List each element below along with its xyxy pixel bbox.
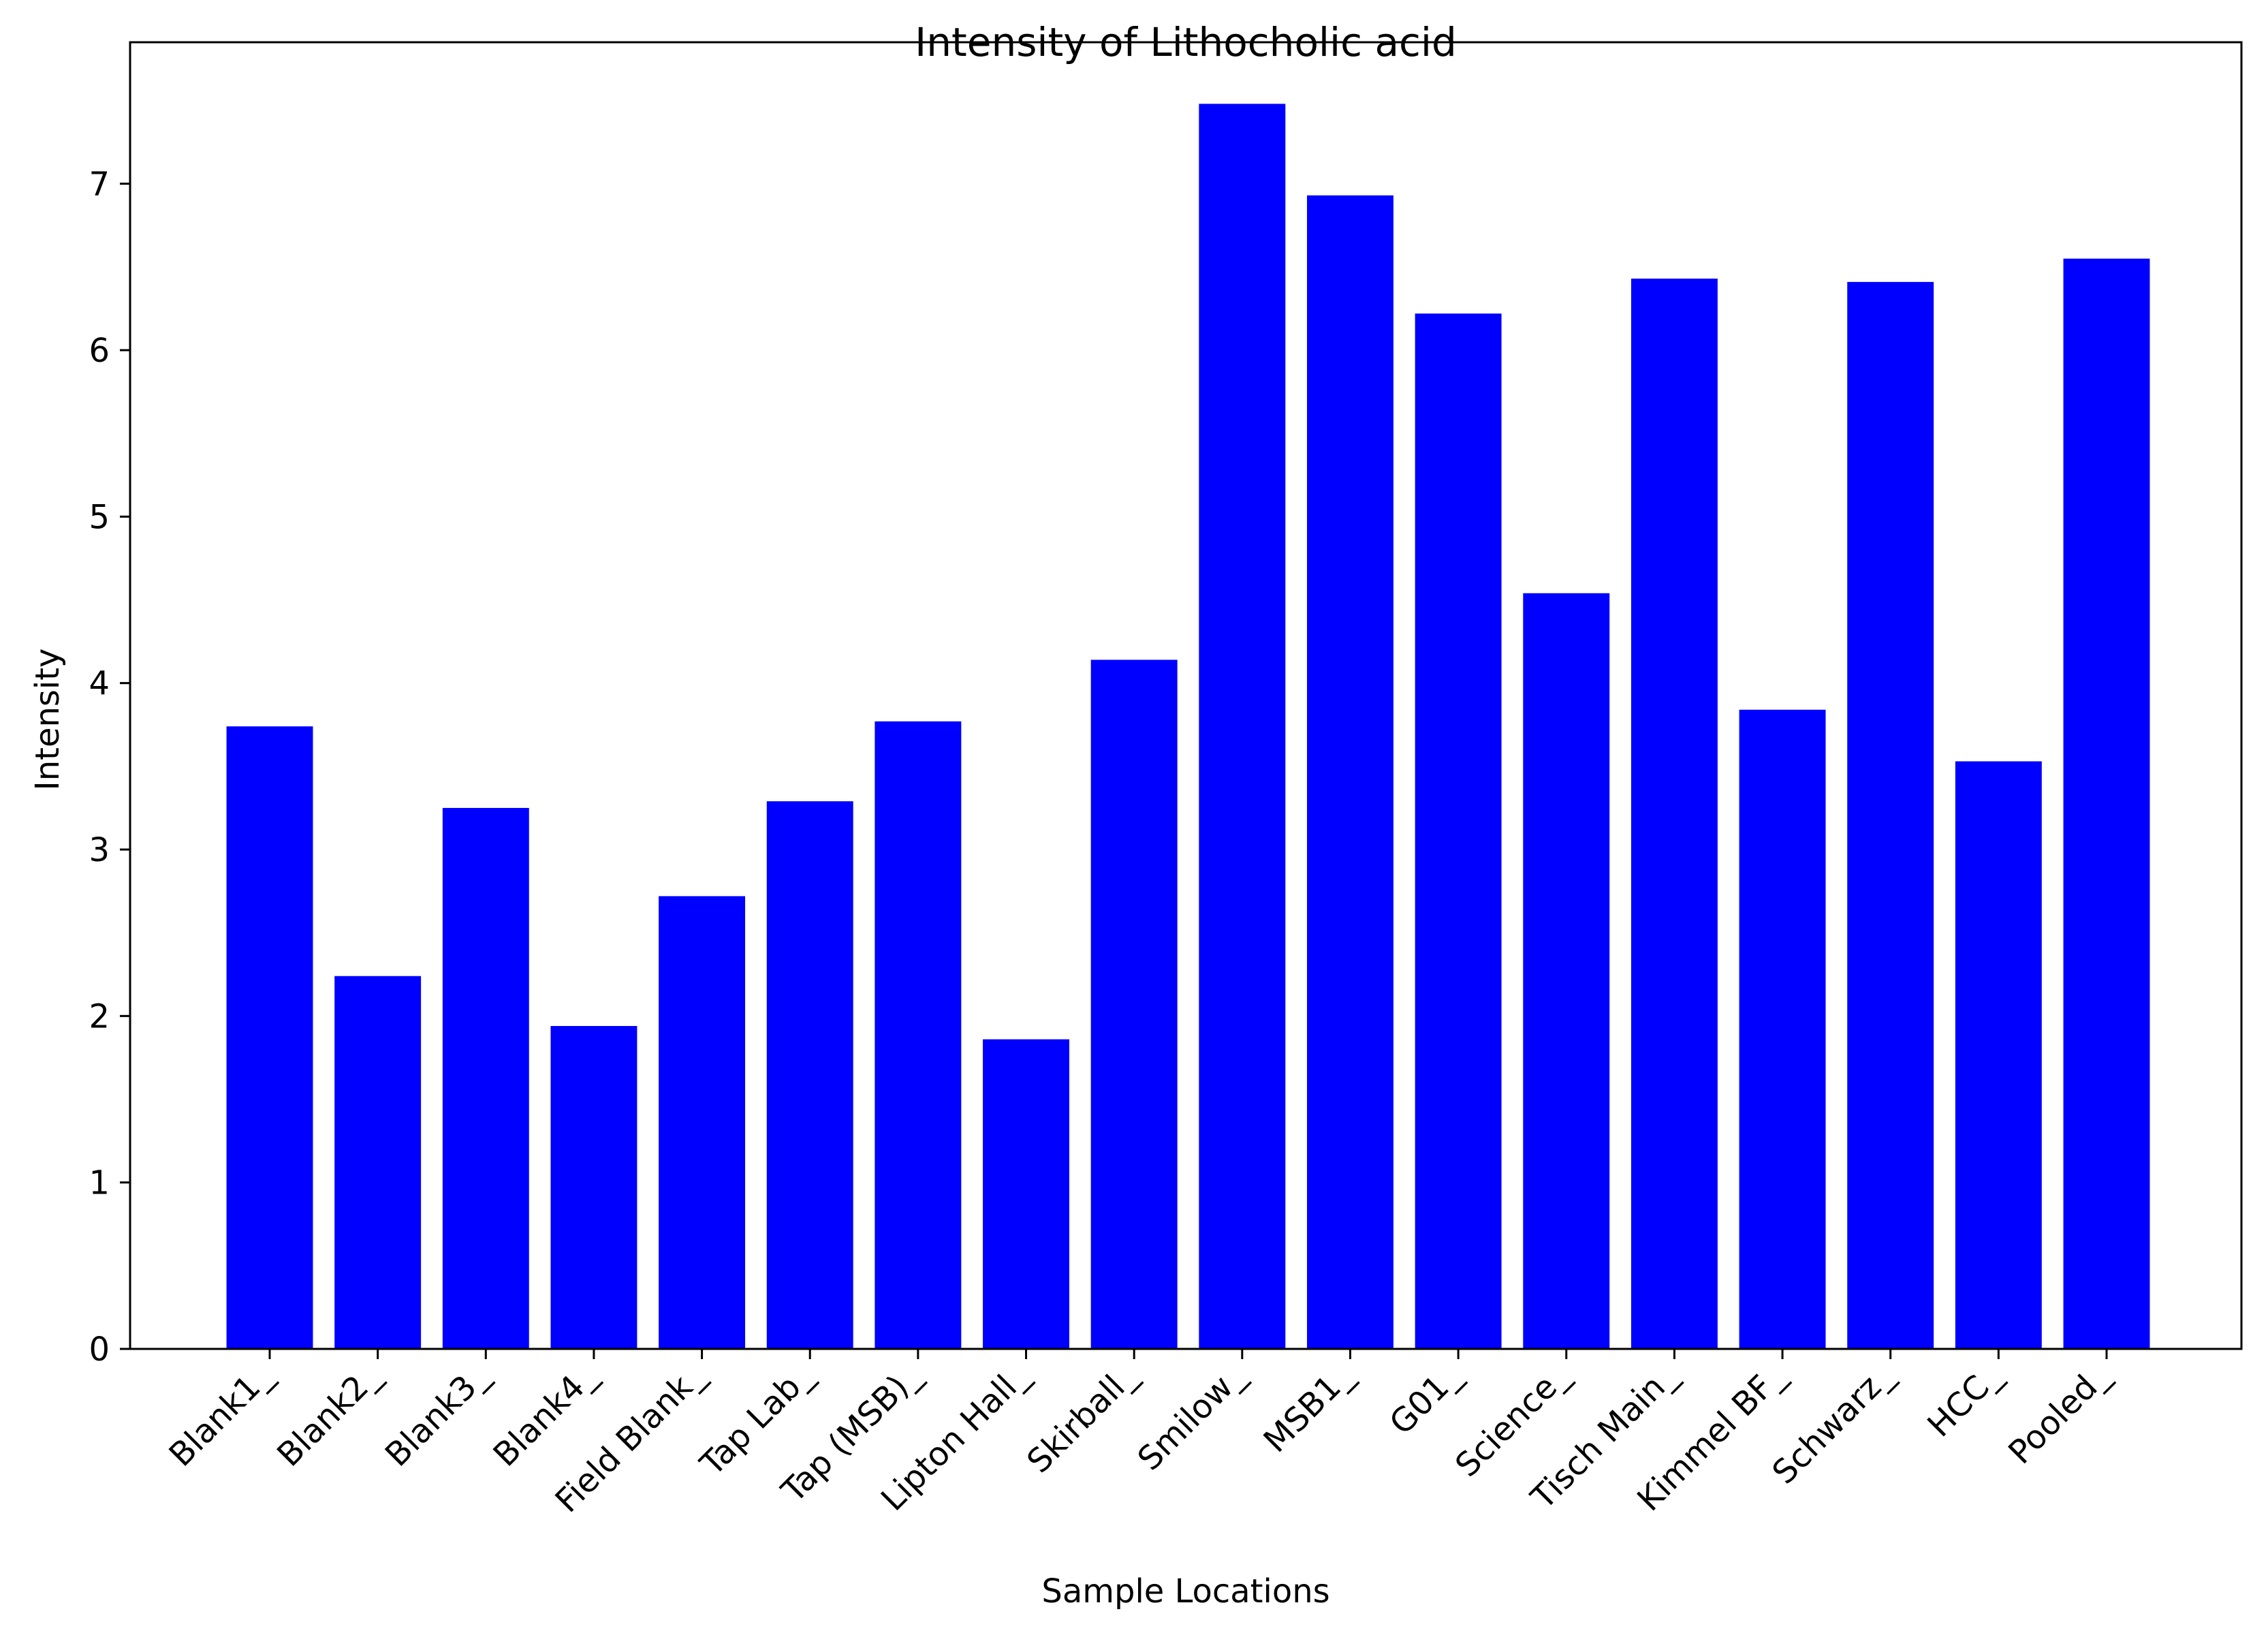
bar — [1415, 313, 1502, 1349]
y-axis-label: Intensity — [29, 649, 67, 791]
bar — [1199, 104, 1286, 1349]
bar — [875, 721, 962, 1349]
y-tick-label: 2 — [89, 997, 110, 1036]
y-tick-label: 0 — [89, 1331, 110, 1369]
bar — [2063, 258, 2150, 1349]
bar — [1847, 281, 1934, 1350]
bar — [1090, 659, 1178, 1349]
bar — [766, 801, 853, 1349]
bar — [550, 1025, 637, 1349]
bar — [226, 726, 313, 1349]
bar — [1955, 761, 2042, 1349]
plot-frame — [129, 41, 2243, 1350]
y-axis: 0 1 2 3 4 5 6 7 — [89, 166, 130, 1369]
bar — [1307, 195, 1393, 1350]
y-tick-label: 1 — [89, 1164, 110, 1202]
y-tick-label: 5 — [89, 498, 110, 536]
y-tick-label: 7 — [89, 166, 110, 204]
x-axis-label: Sample Locations — [1041, 1572, 1329, 1611]
bar — [659, 896, 746, 1349]
bar — [983, 1039, 1069, 1349]
bar — [442, 807, 529, 1349]
y-tick-label: 3 — [89, 831, 110, 869]
y-tick-label: 6 — [89, 332, 110, 370]
bars-group — [226, 104, 2150, 1350]
bar — [334, 976, 422, 1349]
y-tick-label: 4 — [89, 665, 110, 703]
bar — [1523, 593, 1610, 1349]
bar — [1631, 278, 1718, 1349]
bar — [1739, 709, 1826, 1349]
